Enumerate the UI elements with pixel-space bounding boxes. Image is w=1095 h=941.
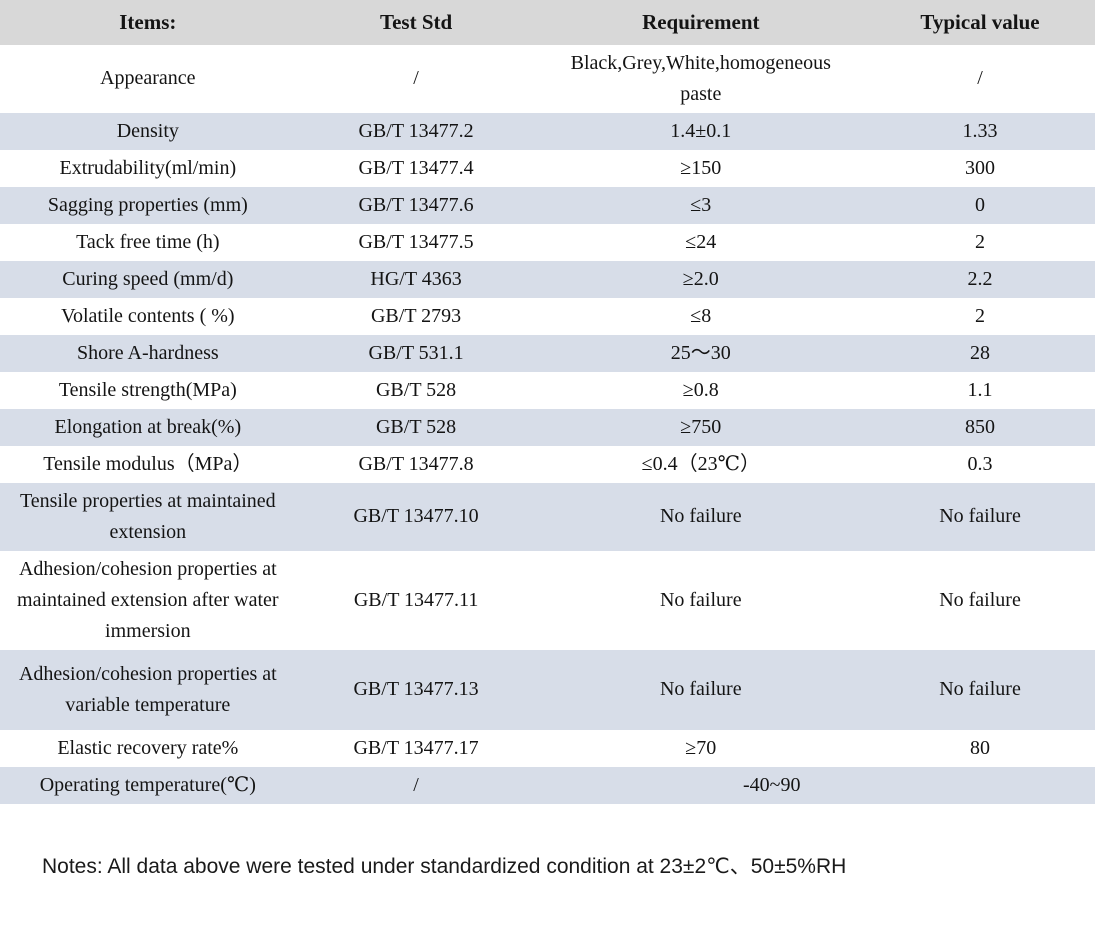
- test-std-cell: GB/T 13477.17: [353, 736, 479, 759]
- requirement-cell: ≤24: [685, 230, 717, 253]
- typical-value-cell: 300: [965, 156, 996, 179]
- typical-value-cell: 2.2: [865, 260, 1095, 298]
- table-row: Extrudability(ml/min) GB/T 13477.4 ≥150 300: [0, 150, 1095, 187]
- header-test-std: Test Std: [295, 0, 537, 45]
- test-std-cell: GB/T 13477.5: [358, 230, 474, 253]
- item-cell: Elastic recovery rate%: [57, 736, 239, 759]
- header-typical-value: Typical value: [865, 0, 1095, 45]
- requirement-cell: ≥750: [536, 408, 866, 446]
- table-row: Curing speed (mm/d) HG/T 4363 ≥2.0 2.2: [0, 260, 1095, 298]
- spec-table: Items: Test Std Requirement Typical valu…: [0, 0, 1095, 804]
- item-cell: Adhesion/cohesion properties at maintain…: [17, 557, 279, 642]
- typical-value-cell: 2: [975, 304, 986, 327]
- requirement-cell: No failure: [536, 649, 866, 730]
- requirement-cell: ≥0.8: [682, 378, 719, 401]
- test-std-cell: GB/T 528: [375, 378, 457, 401]
- requirement-cell: 1.4±0.1: [536, 112, 866, 150]
- table-row: Sagging properties (mm) GB/T 13477.6 ≤3 0: [0, 186, 1095, 224]
- table-row: Elastic recovery rate% GB/T 13477.17 ≥70 80: [0, 730, 1095, 767]
- item-cell: Extrudability(ml/min): [59, 156, 237, 179]
- test-std-cell: GB/T 13477.11: [353, 588, 479, 611]
- table-row: Volatile contents ( %) GB/T 2793 ≤8 2: [0, 298, 1095, 335]
- table-row: Tensile properties at maintained extensi…: [0, 482, 1095, 551]
- item-cell: Tensile properties at maintained extensi…: [0, 482, 296, 551]
- test-std-cell: GB/T 13477.8: [358, 452, 474, 475]
- item-cell: Density: [0, 112, 296, 150]
- table-row: Adhesion/cohesion properties at maintain…: [0, 551, 1095, 650]
- typical-value-cell: 850: [865, 408, 1095, 446]
- typical-value-cell: 1.33: [865, 112, 1095, 150]
- table-row: Tensile strength(MPa) GB/T 528 ≥0.8 1.1: [0, 372, 1095, 409]
- typical-value-cell: 28: [865, 334, 1095, 372]
- table-row: Adhesion/cohesion properties at variable…: [0, 649, 1095, 730]
- test-std-cell: HG/T 4363: [295, 260, 537, 298]
- item-cell: Elongation at break(%): [0, 408, 296, 446]
- requirement-cell: ≤3: [536, 186, 866, 224]
- test-std-cell: GB/T 13477.10: [295, 482, 537, 551]
- test-std-cell: GB/T 531.1: [295, 334, 537, 372]
- requirement-cell: ≥150: [680, 156, 722, 179]
- typical-value-cell: No failure: [939, 588, 1021, 611]
- table-row: Elongation at break(%) GB/T 528 ≥750 850: [0, 408, 1095, 446]
- test-std-cell: /: [295, 766, 537, 804]
- notes-text: Notes: All data above were tested under …: [42, 854, 847, 878]
- requirement-cell: 25～30: [536, 334, 866, 372]
- typical-value-cell: 80: [970, 736, 991, 759]
- test-std-cell: GB/T 528: [295, 408, 537, 446]
- item-cell: Appearance: [100, 67, 196, 90]
- typical-value-cell: No failure: [865, 482, 1095, 551]
- item-cell: Adhesion/cohesion properties at variable…: [0, 649, 296, 730]
- typical-value-cell: 2: [975, 230, 986, 253]
- requirement-cell: ≥70: [685, 736, 717, 759]
- spec-table-body: Appearance / Black,Grey,White,homogeneous …: [0, 45, 1095, 804]
- test-std-cell: GB/T 13477.13: [295, 649, 537, 730]
- table-row: Shore A-hardness GB/T 531.1 25～30 28: [0, 334, 1095, 372]
- test-std-cell: GB/T 2793: [370, 304, 462, 327]
- item-cell: Curing speed (mm/d): [0, 260, 296, 298]
- item-cell: Volatile contents ( %): [61, 304, 235, 327]
- header-requirement: Requirement: [536, 0, 866, 45]
- table-row: Tensile modulus（MPa） GB/T 13477.8 ≤0.4（23℃…: [0, 446, 1095, 483]
- test-std-cell: GB/T 13477.6: [295, 186, 537, 224]
- item-cell: Tack free time (h): [76, 230, 220, 253]
- requirement-cell: ≥2.0: [536, 260, 866, 298]
- table-row: Appearance / Black,Grey,White,homogeneous …: [0, 45, 1095, 113]
- table-row: Tack free time (h) GB/T 13477.5 ≤24 2: [0, 224, 1095, 261]
- item-cell: Tensile modulus（MPa）: [43, 452, 253, 475]
- typical-value-cell: 1.1: [967, 378, 993, 401]
- requirement-cell: No failure: [659, 588, 742, 611]
- requirement-merged-cell: -40~90: [536, 766, 1095, 804]
- typical-value-cell: 0: [865, 186, 1095, 224]
- typical-value-cell: 0.3: [967, 452, 993, 475]
- typical-value-cell: /: [977, 67, 983, 90]
- typical-value-cell: No failure: [865, 649, 1095, 730]
- item-cell: Sagging properties (mm): [0, 186, 296, 224]
- table-row: Operating temperature(℃) / -40~90: [0, 766, 1095, 804]
- table-row: Density GB/T 13477.2 1.4±0.1 1.33: [0, 112, 1095, 150]
- requirement-cell: No failure: [536, 482, 866, 551]
- item-cell: Operating temperature(℃): [0, 766, 296, 804]
- requirement-cell: ≤0.4（23℃）: [641, 452, 760, 475]
- item-cell: Tensile strength(MPa): [58, 378, 237, 401]
- test-std-cell: GB/T 13477.4: [358, 156, 474, 179]
- spec-table-header: Items: Test Std Requirement Typical valu…: [0, 0, 1095, 45]
- test-std-cell: /: [413, 67, 419, 90]
- requirement-cell: Black,Grey,White,homogeneous paste: [570, 51, 831, 105]
- test-std-cell: GB/T 13477.2: [295, 112, 537, 150]
- header-items: Items:: [0, 0, 296, 45]
- header-row: Items: Test Std Requirement Typical valu…: [0, 0, 1095, 45]
- item-cell: Shore A-hardness: [0, 334, 296, 372]
- requirement-cell: ≤8: [690, 304, 712, 327]
